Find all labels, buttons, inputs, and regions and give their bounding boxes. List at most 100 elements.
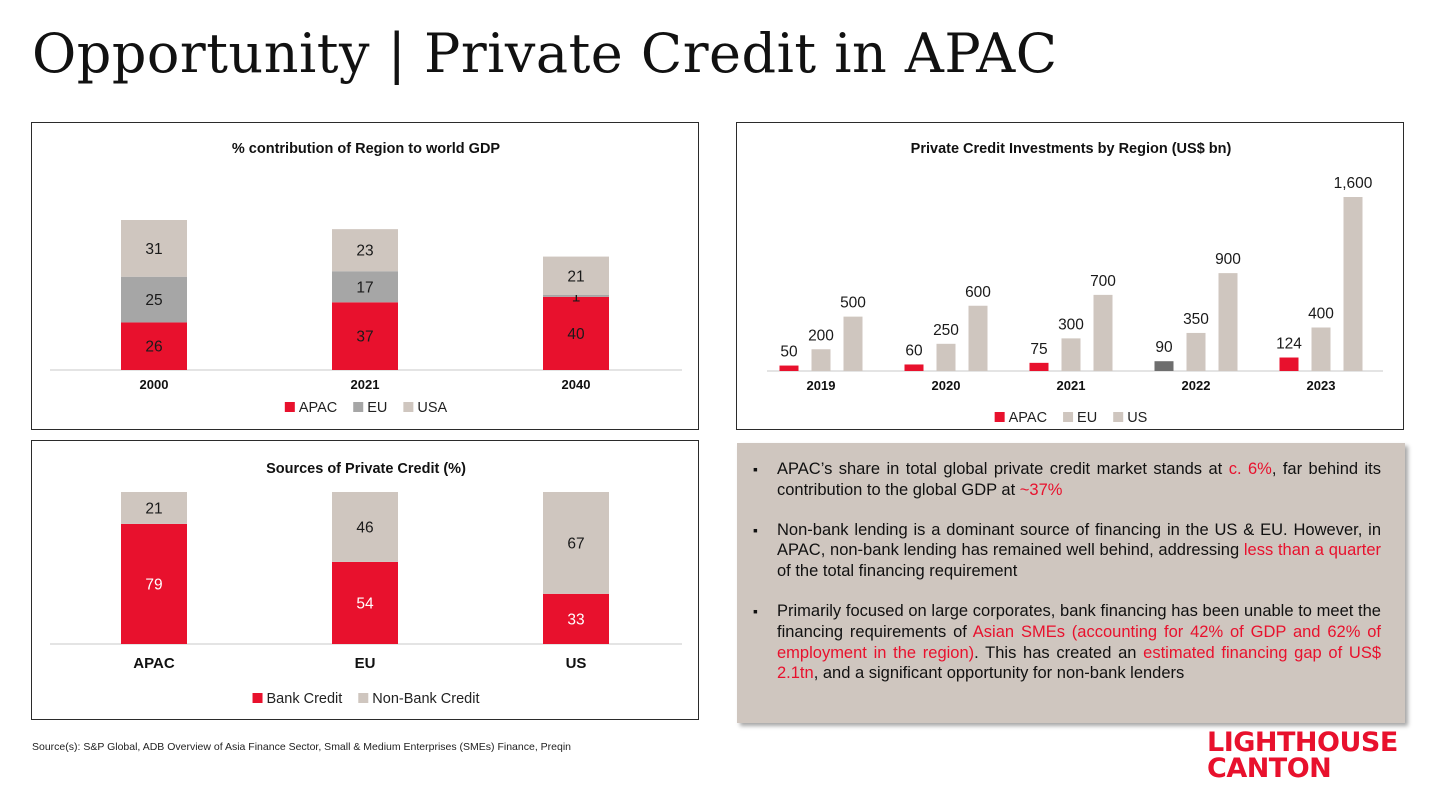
bullet-item: ▪ Primarily focused on large corporates,… (753, 601, 1381, 684)
bar-segment (543, 593, 609, 644)
bar (1279, 357, 1299, 371)
data-label: 37 (356, 329, 373, 346)
highlight-text: less than a quarter (1243, 541, 1381, 560)
data-label: 500 (840, 295, 866, 312)
bullet-text-run: of the total financing requirement (777, 562, 1018, 581)
logo-line-2: CANTON (1207, 753, 1332, 784)
bar-segment (332, 561, 398, 644)
data-label: 21 (567, 268, 584, 285)
bar (1186, 332, 1206, 371)
data-label: 67 (567, 535, 584, 552)
bar-segment (543, 492, 609, 594)
data-label: 1,600 (1334, 175, 1373, 192)
bar-segment (332, 302, 398, 370)
bullet-text-run: . This has created an (974, 643, 1144, 662)
bar (811, 349, 831, 371)
category-label: 2040 (562, 377, 591, 392)
sources-chart-panel: Sources of Private Credit (%) 79 21 APAC 54 4… (31, 440, 699, 720)
bullet-text: Primarily focused on large corporates, b… (777, 602, 1381, 682)
bar-segment (121, 220, 187, 277)
data-label: 250 (933, 322, 959, 339)
data-label: 350 (1183, 311, 1209, 328)
bar-segment (543, 296, 609, 370)
bullet-text: APAC’s share in total global private cre… (777, 460, 1381, 499)
legend-swatch (994, 412, 1005, 422)
chart-title: Sources of Private Credit (%) (266, 461, 466, 477)
bullet-text-run: Primarily focused on large corporates, b… (777, 601, 1381, 641)
bar (843, 316, 863, 371)
bar (936, 343, 956, 371)
data-label: 60 (905, 342, 923, 359)
category-label: US (566, 655, 587, 672)
category-label: EU (355, 655, 376, 672)
page-title: Opportunity | Private Credit in APAC (32, 22, 1058, 85)
data-label: 25 (145, 292, 162, 309)
data-label: 17 (356, 279, 373, 296)
bar (1218, 273, 1238, 371)
bar-segment (332, 492, 398, 562)
bar-segment (121, 523, 187, 644)
key-points-box: ▪ APAC’s share in total global private c… (737, 443, 1405, 723)
bar-segment (332, 271, 398, 303)
source-note: Source(s): S&P Global, ADB Overview of A… (32, 741, 572, 753)
legend-label: APAC (299, 400, 337, 416)
data-label: 300 (1058, 316, 1084, 333)
data-label: 31 (145, 241, 162, 258)
data-label: 40 (567, 326, 585, 343)
data-label: 26 (145, 339, 162, 356)
category-label: 2023 (1307, 378, 1336, 393)
category-label: 2019 (807, 378, 836, 393)
investments-chart: Private Credit Investments by Region (US… (767, 141, 1383, 426)
legend-label: APAC (1009, 410, 1047, 426)
sources-chart: Sources of Private Credit (%) 79 21 APAC 54 4… (50, 461, 682, 707)
bar (1343, 197, 1363, 371)
bullet-item: ▪ Non-bank lending is a dominant source … (753, 520, 1381, 582)
chart-title: Private Credit Investments by Region (US… (911, 141, 1232, 157)
data-label: 700 (1090, 273, 1116, 290)
bullet-square-icon: ▪ (753, 461, 758, 477)
legend-label: Non-Bank Credit (372, 691, 479, 707)
legend-label: US (1127, 410, 1147, 426)
highlight-text: ~37% (1019, 480, 1063, 499)
bullet-text: Non-bank lending is a dominant source of… (777, 521, 1381, 581)
bar (904, 364, 924, 371)
legend-swatch (1113, 412, 1124, 422)
legend-swatch (358, 693, 369, 703)
bullet-item: ▪ APAC’s share in total global private c… (753, 459, 1381, 501)
legend-swatch (403, 402, 414, 412)
bar (1311, 327, 1331, 371)
legend-swatch (252, 693, 263, 703)
bar (1029, 362, 1049, 371)
bar (1154, 361, 1174, 371)
bar-segment (121, 276, 187, 323)
data-label: 23 (356, 243, 373, 260)
data-label: 400 (1308, 306, 1334, 323)
data-label: 1 (572, 288, 581, 305)
bullet-square-icon: ▪ (753, 602, 758, 619)
data-label: 33 (567, 611, 584, 628)
data-label: 50 (780, 344, 798, 361)
legend-label: EU (1077, 410, 1097, 426)
highlight-text: Asian SMEs (accounting for 42% of GDP an… (777, 622, 1381, 662)
bullet-text-run: Non-bank lending is a dominant source of… (777, 520, 1381, 560)
bar (1093, 294, 1113, 371)
bar-segment (121, 492, 187, 524)
legend-swatch (353, 402, 364, 412)
bullet-square-icon: ▪ (753, 521, 758, 538)
legend-swatch (1063, 412, 1074, 422)
bar-segment (543, 295, 609, 297)
bar (779, 365, 799, 371)
category-label: 2022 (1182, 378, 1211, 393)
category-label: 2000 (140, 377, 169, 392)
category-label: 2021 (351, 377, 380, 392)
bar-segment (332, 229, 398, 272)
data-label: 21 (145, 500, 162, 517)
bullet-text-run: , and a significant opportunity for non-… (813, 664, 1185, 683)
data-label: 124 (1276, 336, 1302, 353)
bullet-text-run: , far behind its contribution to the glo… (777, 460, 1382, 499)
legend-label: EU (367, 400, 387, 416)
data-label: 75 (1030, 341, 1047, 358)
data-label: 90 (1155, 339, 1173, 356)
gdp-chart-panel: % contribution of Region to world GDP 26 2… (31, 122, 699, 430)
data-label: 79 (145, 576, 162, 593)
